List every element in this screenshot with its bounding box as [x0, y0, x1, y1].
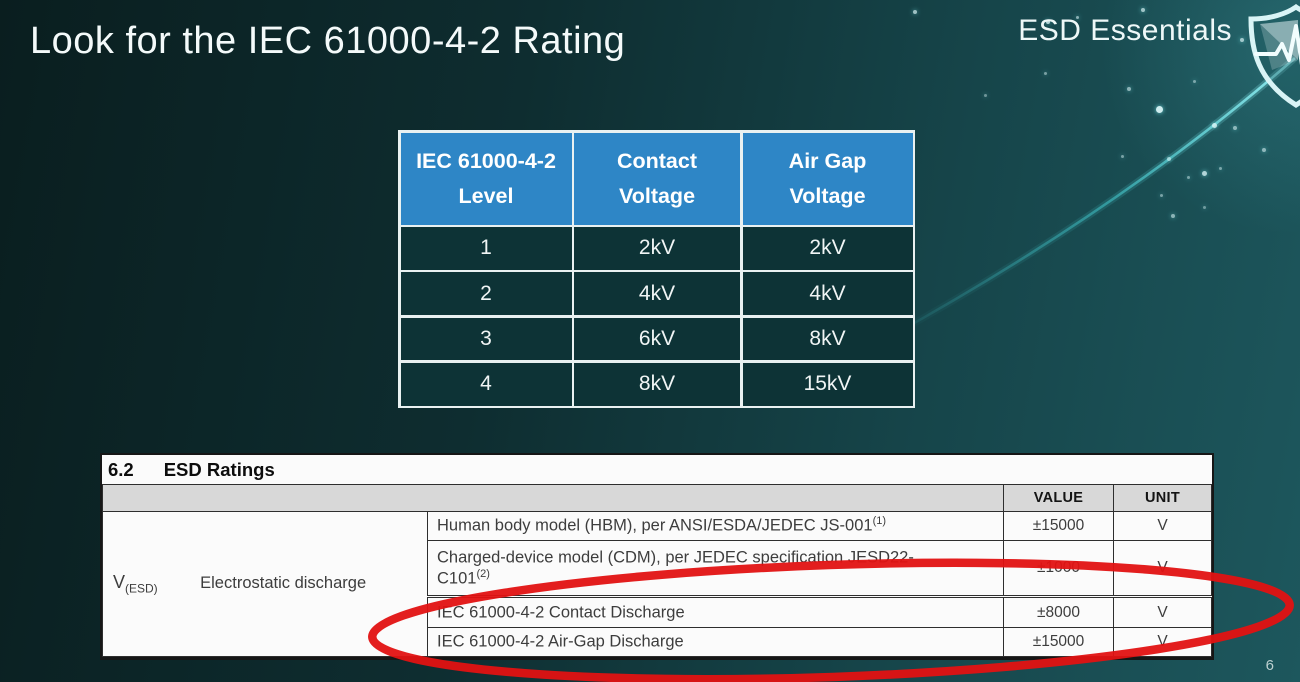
level-table-cell: 4kV — [742, 272, 913, 316]
level-table-cell: 8kV — [742, 317, 913, 361]
slide-title: Look for the IEC 61000-4-2 Rating — [30, 20, 626, 62]
unit-cell: V — [1113, 595, 1212, 628]
level-table-cell: 8kV — [574, 362, 740, 406]
page-number: 6 — [1265, 657, 1274, 674]
table-row: V(ESD) Electrostatic discharge Human bod… — [102, 511, 1212, 657]
level-table-header-cell: IEC 61000-4-2 Level — [400, 132, 572, 225]
level-table-cell: 2 — [400, 272, 572, 316]
test-description: IEC 61000-4-2 Contact Discharge — [427, 595, 1004, 628]
header-line: Voltage — [789, 183, 866, 208]
symbol: V(ESD) — [113, 572, 158, 596]
header-line: Level — [458, 183, 514, 208]
value-cell: ±15000 — [1003, 511, 1114, 541]
header-line: IEC 61000-4-2 — [416, 148, 556, 173]
unit-cell: V — [1113, 511, 1212, 541]
section-number: 6.2 — [108, 458, 134, 480]
unit-cell: V — [1113, 627, 1212, 657]
symbol-cell: V(ESD) Electrostatic discharge — [102, 511, 428, 657]
level-table-cell: 4kV — [574, 272, 740, 316]
esd-ratings-table: VALUE UNIT V(ESD) Electrostatic discharg… — [102, 484, 1212, 657]
test-description: IEC 61000-4-2 Air-Gap Discharge — [427, 627, 1004, 657]
table-header-row: VALUE UNIT — [102, 484, 1212, 512]
header-line: Voltage — [618, 183, 696, 208]
test-description: Human body model (HBM), per ANSI/ESDA/JE… — [427, 511, 1004, 541]
brand-text: ESD Essentials — [1018, 14, 1232, 47]
shield-pulse-icon — [1248, 4, 1300, 108]
datasheet-section-title: 6.2 ESD Ratings — [102, 455, 1212, 484]
header-line: Contact — [616, 148, 698, 173]
level-table-cell: 15kV — [742, 362, 913, 406]
value-column-header: VALUE — [1003, 484, 1114, 512]
datasheet-panel: 6.2 ESD Ratings VALUE UNIT V(ESD) Electr… — [100, 453, 1214, 660]
level-table-cell: 6kV — [574, 317, 740, 361]
section-name: ESD Ratings — [163, 458, 275, 480]
iec-level-table: IEC 61000-4-2 Level Contact Voltage Air … — [398, 130, 915, 409]
level-table-cell: 4 — [400, 362, 572, 406]
level-table-cell: 3 — [400, 317, 572, 361]
value-cell: ±15000 — [1003, 627, 1114, 657]
level-table-cell: 2kV — [574, 227, 740, 270]
level-table-header-cell: Contact Voltage — [574, 132, 740, 225]
level-table-header-cell: Air Gap Voltage — [742, 132, 913, 225]
level-table-cell: 2kV — [742, 227, 913, 270]
value-cell: ±8000 — [1003, 595, 1114, 628]
test-description: Charged-device model (CDM), per JEDEC sp… — [427, 540, 1004, 597]
parameter-label: Electrostatic discharge — [200, 574, 367, 593]
empty-header-cell — [102, 484, 1004, 512]
value-cell: ±1000 — [1003, 540, 1114, 597]
header-line: Air Gap — [788, 148, 867, 173]
unit-column-header: UNIT — [1113, 484, 1212, 512]
unit-cell: V — [1113, 540, 1212, 597]
level-table-cell: 1 — [400, 227, 572, 270]
